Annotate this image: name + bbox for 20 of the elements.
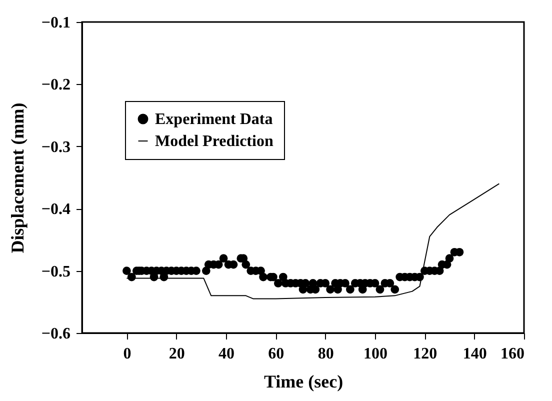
line-series xyxy=(126,183,500,300)
x-axis-title: Time (sec) xyxy=(264,372,344,392)
x-tick-label: 60 xyxy=(268,346,284,362)
y-axis-title: Displacement (mm) xyxy=(7,102,28,254)
x-tick-label: 80 xyxy=(318,346,334,362)
y-tick-label: −0.2 xyxy=(41,76,70,94)
x-tick-label: 0 xyxy=(123,346,132,362)
x-tick-label: 100 xyxy=(364,346,388,362)
x-tick-label: 40 xyxy=(218,346,235,362)
y-tick-label: −0.1 xyxy=(41,14,70,32)
legend-label: Model Prediction xyxy=(155,133,274,150)
legend-label: Experiment Data xyxy=(155,111,273,128)
x-tick-label: 20 xyxy=(168,346,185,362)
y-tick-label: −0.5 xyxy=(41,263,70,280)
x-tick-label: 120 xyxy=(413,346,438,362)
y-tick-label: −0.3 xyxy=(41,138,70,156)
y-tick-label: −0.6 xyxy=(41,326,70,342)
x-tick-label: 140 xyxy=(462,346,487,362)
y-tick-label: −0.4 xyxy=(41,201,70,218)
x-tick-label: 160 xyxy=(500,346,524,362)
